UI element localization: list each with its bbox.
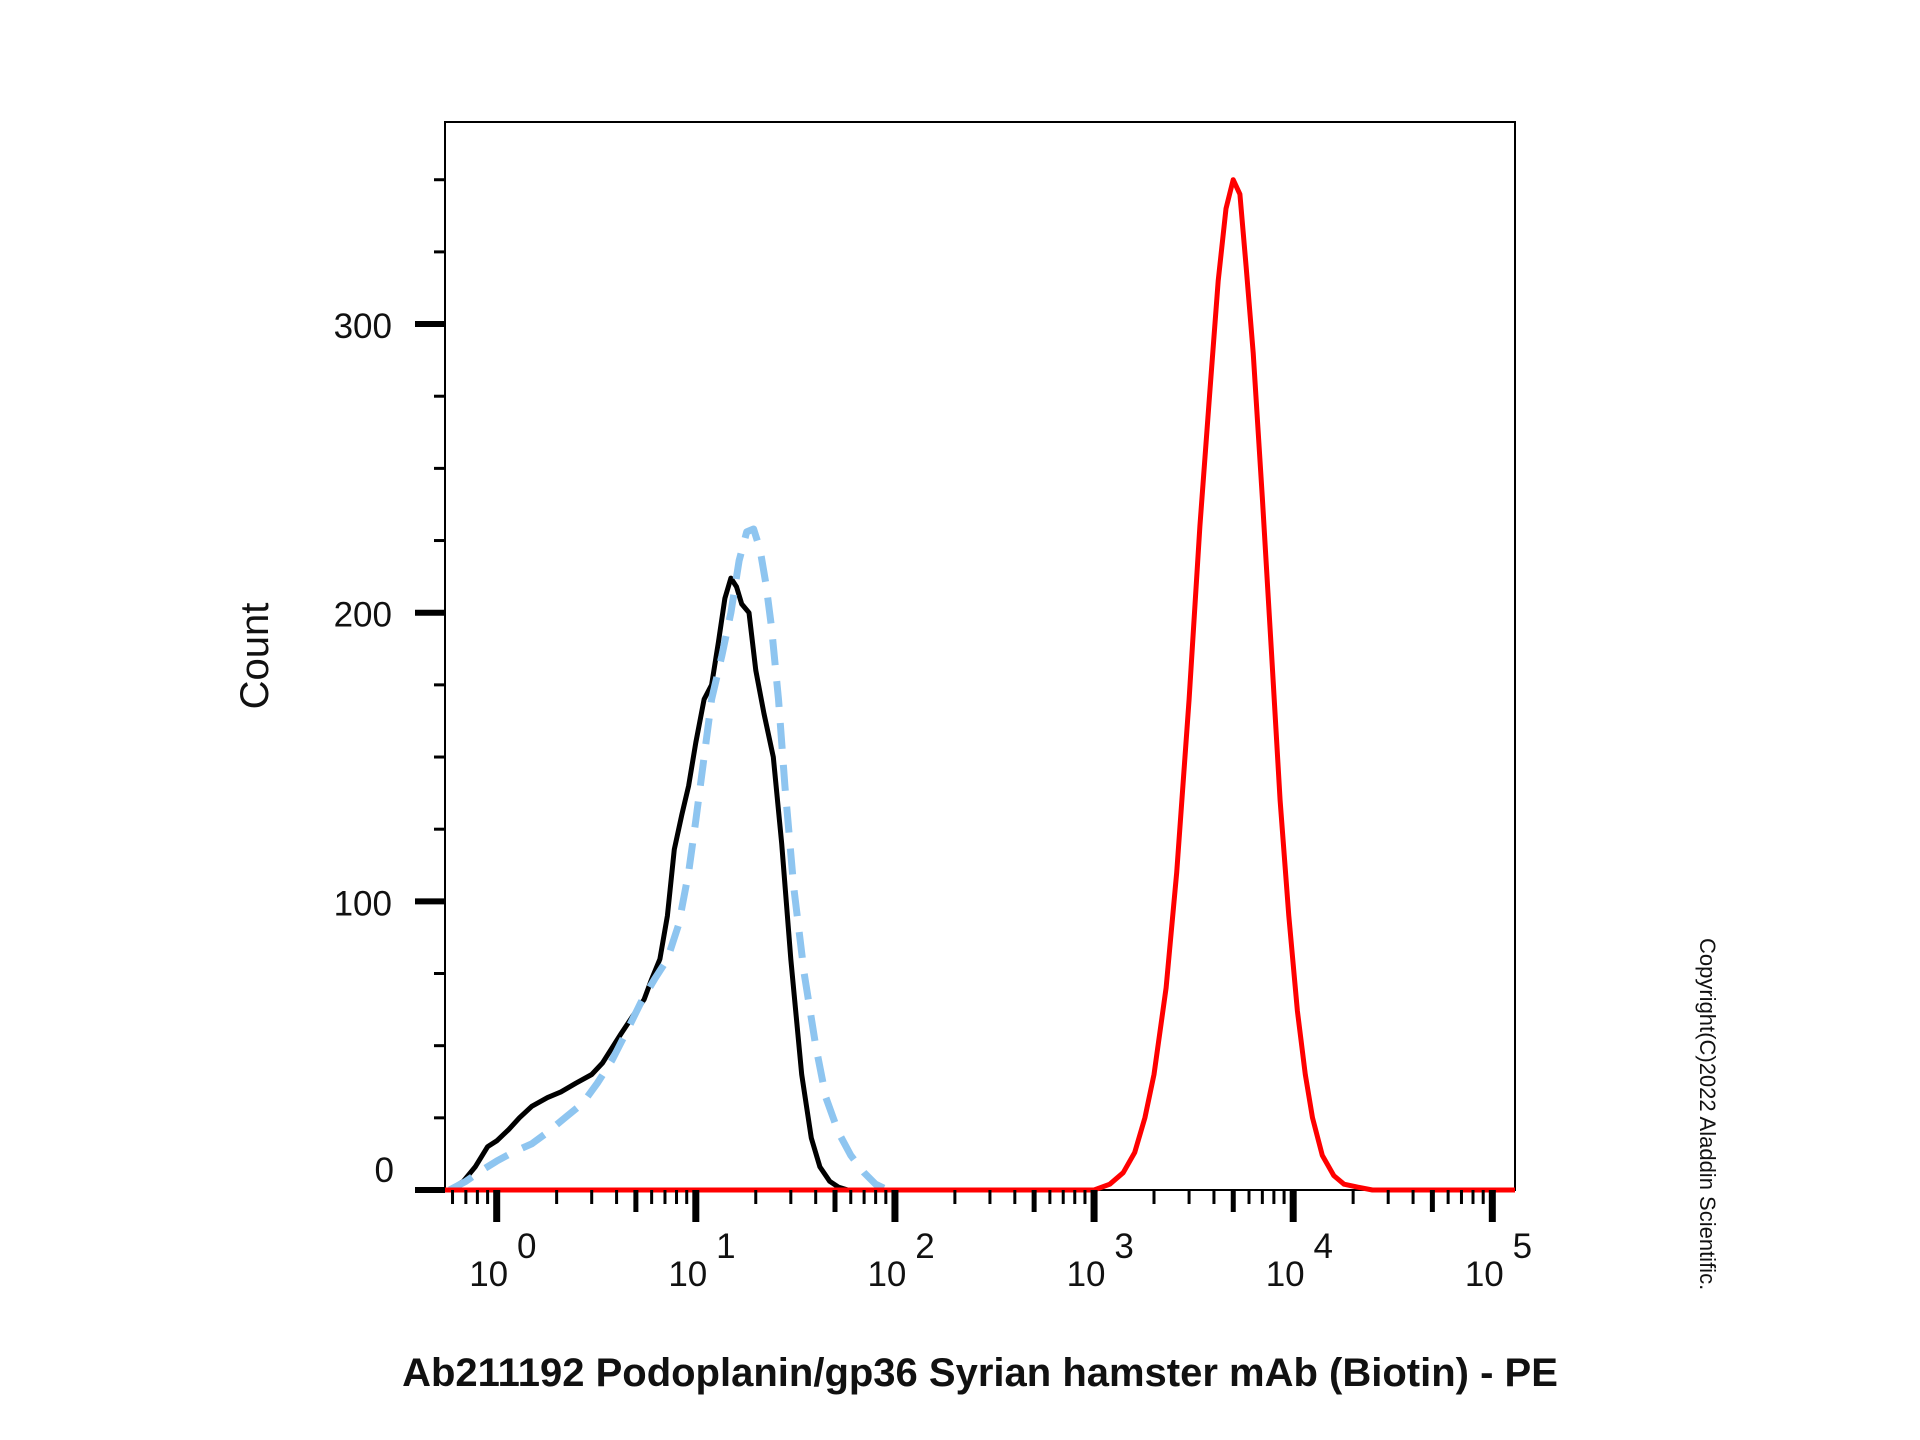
y-axis: 0 100 200 300	[334, 178, 445, 1193]
x-tick-label-base: 10	[469, 1255, 508, 1294]
series-layer	[445, 177, 1515, 1194]
x-tick-label-exponent: 4	[1313, 1227, 1332, 1266]
x-tick-label-base: 10	[668, 1255, 707, 1294]
y-tick-label: 100	[334, 884, 392, 923]
y-axis-title: Count	[233, 603, 277, 710]
copyright-text: Copyright(C)2022 Aladdin Scientific.	[1695, 938, 1720, 1290]
x-tick-label-exponent: 5	[1513, 1227, 1532, 1266]
y-tick-label: 0	[375, 1151, 394, 1190]
x-tick-label-base: 10	[1266, 1255, 1305, 1294]
x-tick-label-exponent: 1	[716, 1227, 735, 1266]
y-tick-label: 200	[334, 596, 392, 635]
series-line-3	[445, 177, 1515, 1193]
plot-frame	[444, 121, 1516, 1191]
x-tick-label-exponent: 2	[915, 1227, 934, 1266]
x-tick-label-exponent: 0	[517, 1227, 536, 1266]
x-tick-label-exponent: 3	[1114, 1227, 1133, 1266]
y-tick-label: 300	[334, 307, 392, 346]
x-axis-title: Ab211192 Podoplanin/gp36 Syrian hamster …	[402, 1351, 1558, 1395]
x-tick-label-base: 10	[867, 1255, 906, 1294]
series-line-1	[448, 575, 886, 1193]
x-tick-label-base: 10	[1067, 1255, 1106, 1294]
x-tick-label-base: 10	[1465, 1255, 1504, 1294]
series-line-2	[447, 525, 900, 1194]
